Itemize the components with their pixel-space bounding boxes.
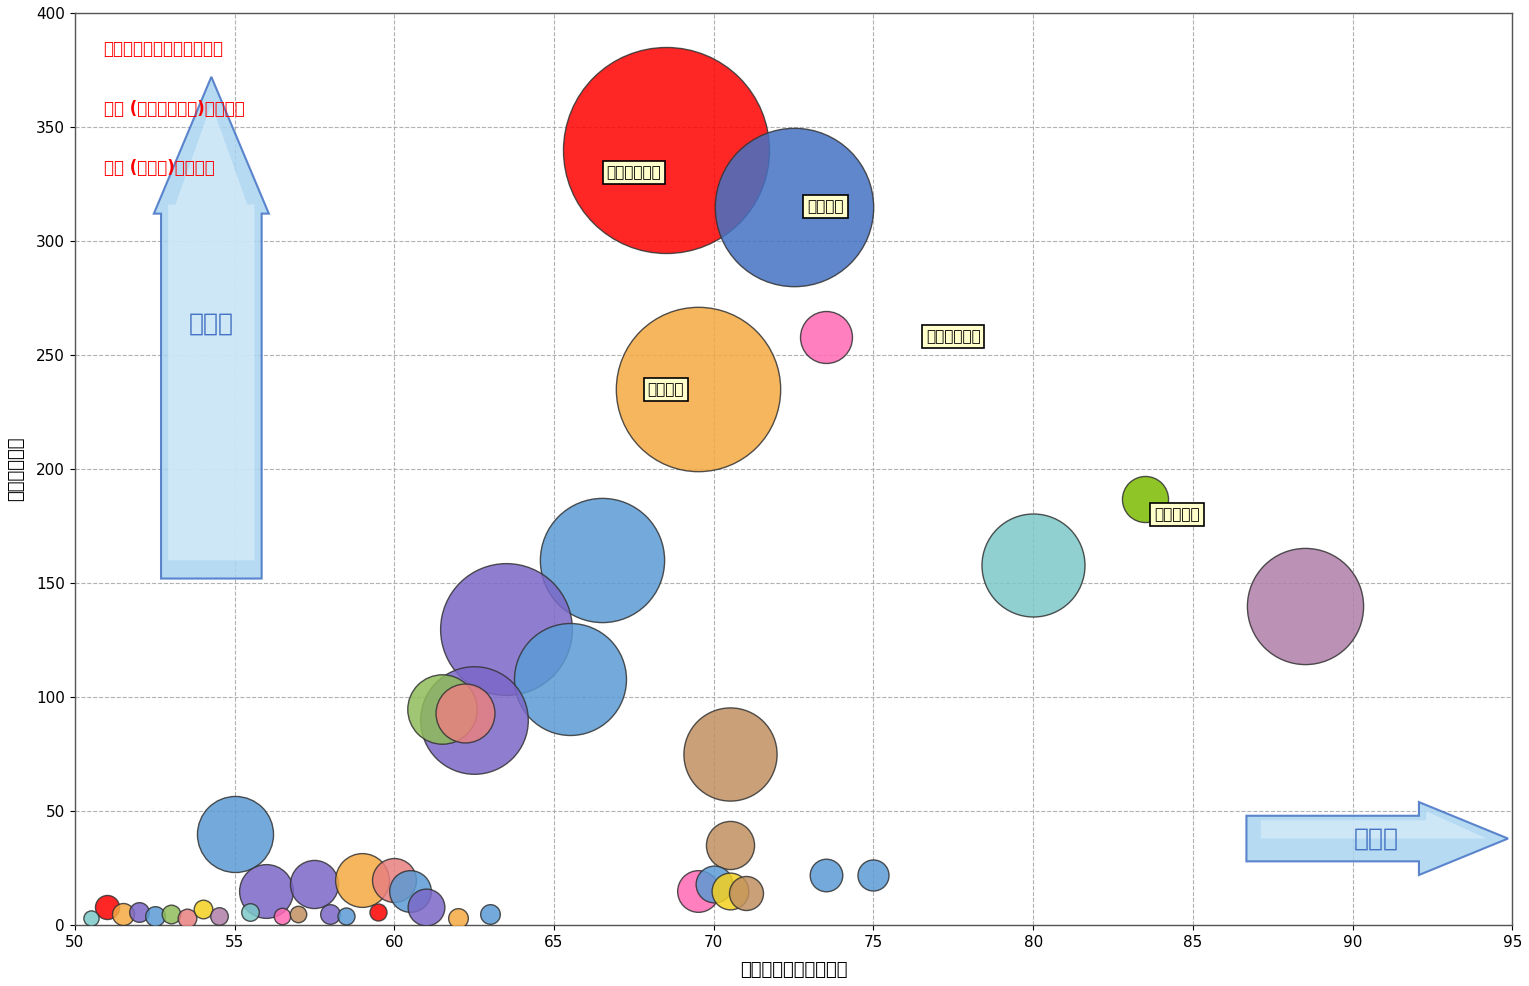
Point: [702, 877, 726, 892]
Point: [1133, 491, 1157, 507]
Point: [479, 906, 503, 922]
Point: [558, 671, 583, 687]
Y-axis label: 権利者スコア: 権利者スコア: [8, 437, 24, 501]
Text: 円の大きさ：有効特許件数: 円の大きさ：有効特許件数: [104, 40, 223, 58]
Point: [78, 910, 102, 926]
Text: 総合力: 総合力: [190, 312, 234, 335]
Point: [717, 837, 742, 853]
Point: [861, 867, 885, 882]
Text: 本田技研工業: 本田技研工業: [607, 165, 661, 180]
Point: [271, 908, 295, 924]
Polygon shape: [1246, 802, 1508, 875]
Point: [127, 903, 151, 919]
Point: [335, 908, 359, 924]
Point: [717, 746, 742, 762]
Point: [303, 877, 327, 892]
Point: [430, 701, 454, 717]
Point: [206, 908, 231, 924]
Text: ヤマハ発動機: ヤマハ発動機: [927, 329, 980, 344]
Point: [110, 906, 135, 922]
Point: [222, 826, 246, 842]
Polygon shape: [1261, 811, 1486, 838]
Text: デンソー: デンソー: [648, 382, 683, 396]
Point: [142, 908, 167, 924]
Text: 川崎重工業: 川崎重工業: [1154, 507, 1200, 523]
Point: [254, 883, 278, 899]
Point: [685, 382, 709, 397]
Point: [239, 903, 263, 919]
Point: [350, 872, 375, 887]
Point: [382, 872, 407, 887]
Point: [446, 910, 471, 926]
X-axis label: パテントスコア最高値: パテントスコア最高値: [740, 961, 847, 979]
Point: [365, 903, 390, 919]
Point: [1292, 599, 1316, 614]
Polygon shape: [154, 77, 269, 579]
Point: [174, 910, 199, 926]
Point: [190, 901, 214, 917]
Point: [494, 621, 518, 637]
Text: 縦軸 (権利者スコア)：総合力: 縦軸 (権利者スコア)：総合力: [104, 100, 245, 117]
Point: [653, 142, 677, 158]
Point: [1021, 557, 1046, 573]
Point: [590, 552, 615, 568]
Point: [813, 329, 838, 345]
Point: [734, 885, 758, 901]
Point: [318, 906, 342, 922]
Point: [95, 899, 119, 915]
Point: [462, 712, 486, 728]
Text: 横軸 (最高値)：個別力: 横軸 (最高値)：個別力: [104, 159, 214, 176]
Text: 個別力: 個別力: [1353, 826, 1399, 851]
Point: [286, 906, 310, 922]
Point: [159, 906, 183, 922]
Point: [685, 883, 709, 899]
Point: [781, 199, 806, 215]
Point: [398, 883, 422, 899]
Text: ケーヒン: ケーヒン: [807, 199, 844, 214]
Polygon shape: [168, 105, 254, 560]
Point: [453, 705, 477, 721]
Point: [414, 899, 439, 915]
Point: [717, 883, 742, 899]
Point: [813, 867, 838, 882]
